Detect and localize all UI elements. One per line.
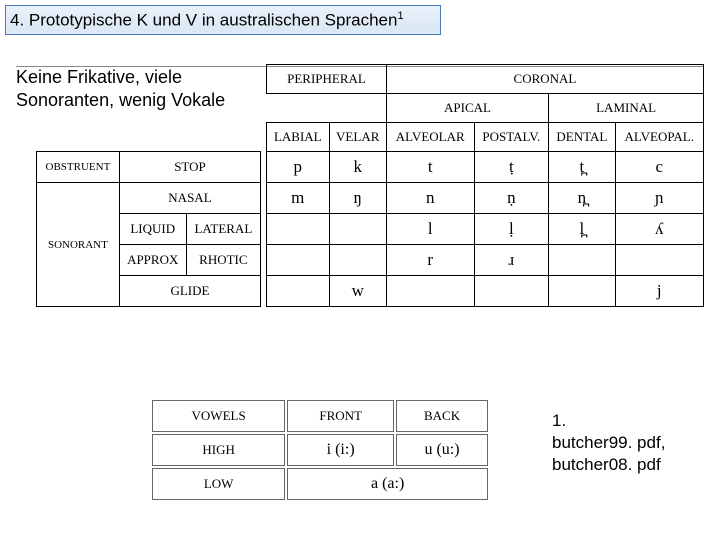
title-box: 4. Prototypische K und V in australische… — [5, 5, 441, 35]
row-rhotic: RHOTIC — [186, 245, 261, 276]
vowel-table: VOWELS FRONT BACK HIGH i (i:) u (u:) LOW… — [150, 398, 490, 502]
title-text: 4. Prototypische K und V in australische… — [10, 10, 404, 31]
vow-col-front: FRONT — [287, 400, 394, 432]
vow-row-high: HIGH — [152, 434, 285, 466]
col-peripheral: PERIPHERAL — [267, 65, 387, 94]
row-lateral: LATERAL — [186, 214, 261, 245]
row-nasal: NASAL — [119, 183, 260, 214]
col-coronal: CORONAL — [386, 65, 703, 94]
consonant-table-wrap: PERIPHERAL CORONAL APICAL LAMINAL LABIAL… — [36, 64, 704, 307]
col-alveolar: ALVEOLAR — [386, 123, 474, 152]
row-obstruent: OBSTRUENT — [37, 152, 120, 183]
row-approx: APPROX — [119, 245, 186, 276]
consonant-table: PERIPHERAL CORONAL APICAL LAMINAL LABIAL… — [36, 64, 704, 307]
row-liquid: LIQUID — [119, 214, 186, 245]
col-dental: DENTAL — [549, 123, 615, 152]
col-laminal: LAMINAL — [549, 94, 704, 123]
col-apical: APICAL — [386, 94, 548, 123]
col-labial: LABIAL — [267, 123, 330, 152]
row-glide: GLIDE — [119, 276, 260, 307]
row-sonorant: SONORANT — [37, 183, 120, 307]
row-stop: STOP — [119, 152, 260, 183]
col-postalv: POSTALV. — [474, 123, 549, 152]
vow-col-back: BACK — [396, 400, 488, 432]
vowel-table-wrap: VOWELS FRONT BACK HIGH i (i:) u (u:) LOW… — [150, 398, 490, 502]
footnote: 1. butcher99. pdf, butcher08. pdf — [552, 410, 702, 476]
vow-row-low: LOW — [152, 468, 285, 500]
vow-col-vowels: VOWELS — [152, 400, 285, 432]
col-alveopal: ALVEOPAL. — [615, 123, 703, 152]
col-velar: VELAR — [329, 123, 386, 152]
